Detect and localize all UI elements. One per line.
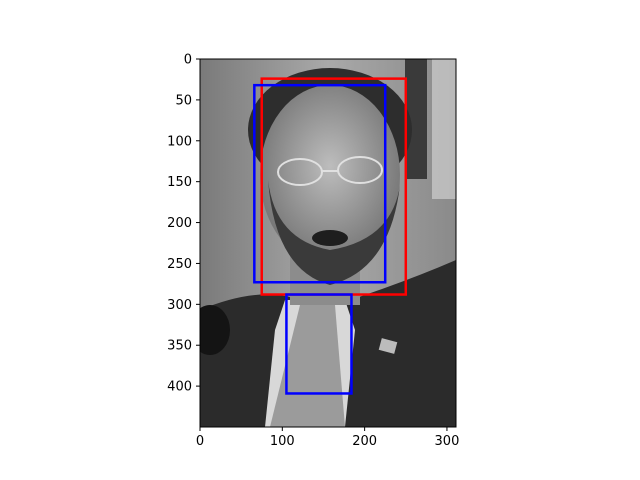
y-tick-label: 400 (167, 380, 192, 395)
y-tick-label: 300 (167, 298, 192, 313)
bounding-box-1-0 (253, 83, 387, 284)
portrait-photo (200, 59, 456, 427)
x-tick-label: 200 (352, 434, 377, 449)
x-axis: 0 100 200 300 (196, 427, 460, 449)
y-tick-label: 100 (167, 134, 192, 149)
y-tick-label: 150 (167, 175, 192, 190)
bounding-box-1-1 (285, 293, 353, 395)
axes-frame (199, 58, 457, 428)
y-tick-label: 250 (167, 257, 192, 272)
y-tick-label: 50 (175, 93, 192, 108)
y-tick-label: 200 (167, 216, 192, 231)
y-axis: 0 50 100 150 200 250 300 350 400 (167, 53, 200, 395)
x-tick-label: 300 (435, 434, 460, 449)
y-tick-label: 0 (184, 53, 192, 68)
bounding-boxes (253, 77, 408, 395)
x-tick-label: 100 (270, 434, 295, 449)
y-tick-label: 350 (167, 339, 192, 354)
x-tick-label: 0 (196, 434, 204, 449)
